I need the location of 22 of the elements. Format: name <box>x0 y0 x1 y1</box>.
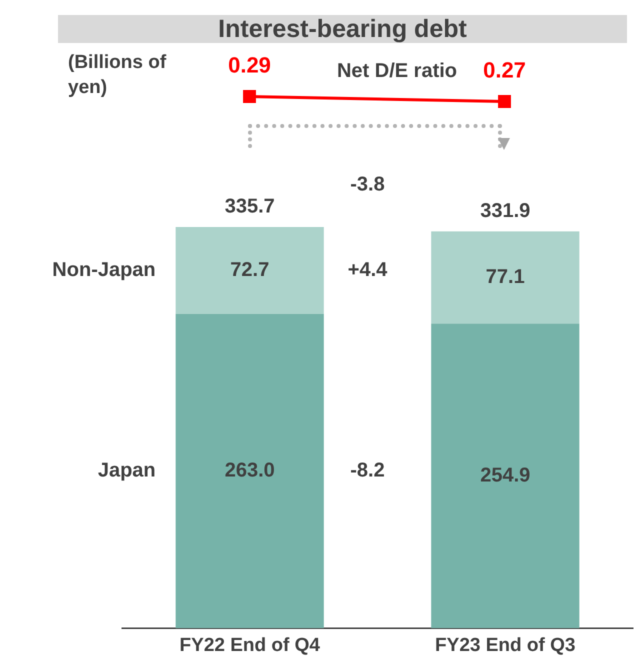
series-label: Non-Japan <box>52 258 156 281</box>
series-label: Japan <box>98 460 156 482</box>
annotation: (Billions of yen) <box>68 51 168 100</box>
data-label: 254.9 <box>480 464 530 486</box>
bar <box>176 314 324 628</box>
chart-title: Interest-bearing debt <box>58 15 627 43</box>
bar <box>431 324 580 628</box>
total-label: 335.7 <box>224 196 275 218</box>
data-label: 0.27 <box>483 58 526 83</box>
x-tick-label: FY22 End of Q4 <box>180 634 320 656</box>
series-label: Net D/E ratio <box>336 60 458 82</box>
annotation: +4.4 <box>348 258 388 281</box>
data-label: 72.7 <box>230 258 270 281</box>
data-label: 0.29 <box>228 52 271 78</box>
x-tick-label: FY23 End of Q3 <box>435 634 576 656</box>
text: -3.8 <box>350 174 385 196</box>
data-label: 263.0 <box>224 460 275 482</box>
bar <box>431 231 580 324</box>
bar <box>176 227 324 314</box>
total-label: 331.9 <box>480 200 530 222</box>
data-label: 77.1 <box>486 266 525 288</box>
annotation: -8.2 <box>350 460 385 482</box>
